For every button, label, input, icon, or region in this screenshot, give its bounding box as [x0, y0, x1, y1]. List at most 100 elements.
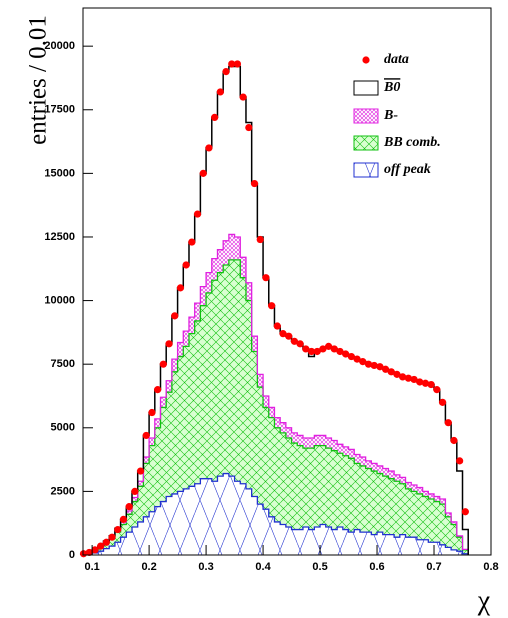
data-point: [342, 350, 350, 358]
data-point: [222, 68, 230, 76]
histogram-bar: [280, 422, 286, 433]
histogram-bar: [320, 524, 326, 555]
histogram-bar: [257, 374, 264, 388]
histogram-bar: [434, 389, 440, 497]
histogram-bar: [263, 407, 269, 510]
histogram-bar: [160, 397, 167, 408]
histogram-bar: [399, 534, 406, 555]
histogram-bar: [285, 427, 292, 438]
histogram-bar: [240, 483, 246, 555]
histogram-bar: [200, 286, 207, 306]
histogram-bar: [217, 476, 224, 555]
x-tick-label: 0.6: [369, 561, 384, 573]
histogram-bar: [149, 511, 155, 555]
histogram-bar: [149, 437, 155, 446]
histogram-bar: [359, 532, 366, 555]
histogram-bar: [206, 147, 212, 273]
histogram-bar: [439, 402, 446, 500]
histogram-bar: [422, 491, 429, 497]
data-point: [410, 375, 418, 384]
data-point: [376, 363, 384, 371]
histogram-bar: [342, 354, 349, 447]
histogram-bar: [211, 481, 218, 555]
histogram-bar: [285, 437, 292, 528]
histogram-bar: [388, 534, 395, 555]
histogram-bar: [314, 435, 321, 446]
histogram-bar: [268, 407, 275, 418]
histogram-bar: [365, 460, 372, 469]
histogram-bar: [416, 381, 423, 488]
histogram-bar: [445, 513, 452, 517]
histogram-bar: [342, 446, 349, 456]
histogram-bar: [114, 532, 121, 543]
y-tick-label: 15000: [44, 167, 75, 179]
histogram-bar: [394, 474, 400, 482]
histogram-bar: [439, 499, 446, 505]
histogram-bar: [263, 509, 269, 555]
histogram-bar: [194, 320, 201, 484]
legend-swatch: [353, 135, 379, 151]
histogram-bar: [314, 351, 321, 436]
histogram-bar: [251, 496, 258, 555]
histogram-bar: [240, 277, 246, 484]
histogram-bar: [280, 524, 286, 555]
histogram-bar: [291, 443, 298, 530]
x-tick-label: 0.1: [84, 561, 99, 573]
data-point: [336, 347, 344, 356]
histogram-bar: [234, 236, 241, 260]
histogram-bar: [132, 527, 138, 555]
histogram-bar: [126, 514, 133, 533]
data-point: [461, 508, 469, 516]
histogram-bar: [240, 97, 246, 258]
histogram-bar: [154, 418, 161, 428]
histogram-bar: [325, 437, 332, 449]
histogram-bar: [348, 458, 355, 533]
histogram-bar: [263, 277, 269, 396]
data-point: [125, 503, 133, 511]
histogram-bar: [394, 481, 400, 538]
data-point: [188, 238, 196, 246]
histogram-bar: [143, 463, 150, 517]
data-point: [319, 345, 327, 353]
data-point: [313, 347, 321, 356]
data-point: [450, 436, 458, 445]
histogram-bar: [359, 361, 366, 458]
histogram-bar: [183, 331, 189, 347]
histogram-bar: [439, 544, 446, 555]
histogram-bar: [297, 445, 303, 530]
legend-label: data: [384, 52, 409, 67]
data-point: [228, 60, 236, 68]
data-point: [364, 360, 373, 368]
histogram-bar: [405, 482, 412, 489]
histogram-bar: [399, 483, 406, 535]
histogram-bar: [314, 527, 321, 555]
y-tick-label: 2500: [51, 485, 75, 497]
histogram-bar: [302, 527, 309, 555]
histogram-bar: [177, 491, 184, 555]
histogram-bar: [382, 534, 389, 555]
histogram-bar: [456, 537, 463, 552]
histogram-bar: [245, 122, 252, 283]
histogram-bar: [274, 326, 281, 418]
histogram-bar: [166, 343, 172, 381]
histogram-bar: [166, 496, 172, 555]
histogram-bar: [251, 183, 258, 337]
histogram-bar: [274, 417, 281, 428]
histogram-bar: [120, 537, 127, 555]
histogram-bar: [245, 300, 252, 489]
histogram-bar: [377, 473, 383, 533]
histogram-bar: [445, 422, 452, 514]
data-point: [131, 487, 139, 495]
histogram-bar: [439, 504, 446, 545]
histogram-bar: [297, 529, 303, 555]
data-point: [347, 352, 355, 361]
histogram-bar: [399, 376, 406, 478]
histogram-bar: [211, 117, 218, 259]
histogram-bar: [268, 516, 275, 555]
histogram-bar: [137, 481, 144, 487]
data-point: [142, 431, 150, 440]
histogram-bar: [451, 521, 457, 525]
data-point: [159, 360, 167, 368]
data-point: [154, 386, 162, 394]
legend-swatch: [353, 108, 379, 124]
